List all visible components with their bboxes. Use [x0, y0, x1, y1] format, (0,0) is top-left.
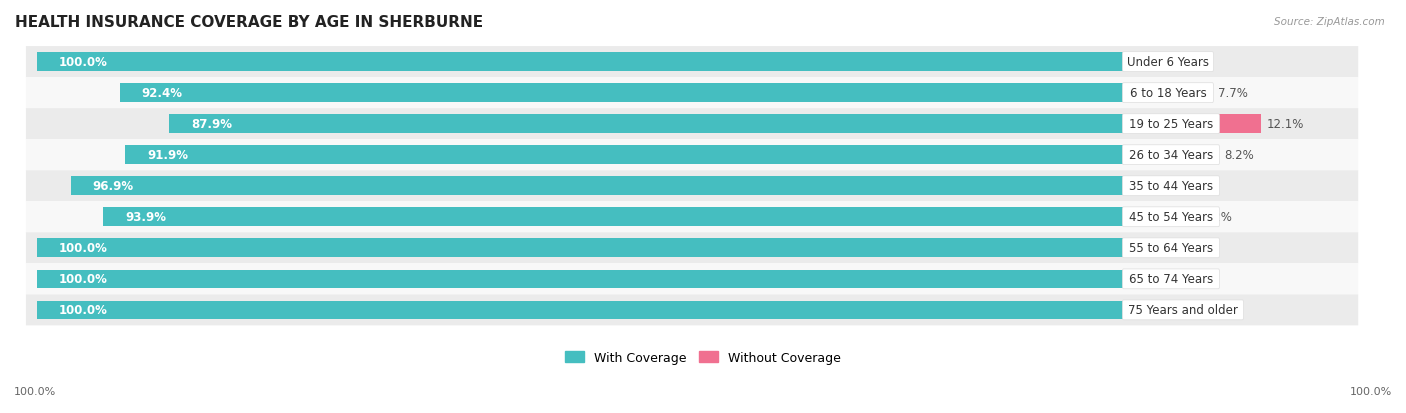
FancyBboxPatch shape [25, 233, 1358, 263]
FancyBboxPatch shape [1122, 269, 1219, 289]
Text: 100.0%: 100.0% [59, 56, 107, 69]
Bar [1129, 270, 1150, 288]
FancyBboxPatch shape [25, 47, 1358, 78]
Text: 0.0%: 0.0% [1156, 304, 1185, 317]
Text: 26 to 34 Years: 26 to 34 Years [1129, 149, 1213, 162]
Bar [37, 53, 1129, 72]
Bar [1129, 115, 1261, 134]
Bar [125, 146, 1129, 165]
Bar [1129, 208, 1197, 227]
Text: 93.9%: 93.9% [125, 211, 166, 224]
Text: 91.9%: 91.9% [148, 149, 188, 162]
Bar [1129, 146, 1219, 165]
FancyBboxPatch shape [1122, 207, 1219, 227]
Text: 45 to 54 Years: 45 to 54 Years [1129, 211, 1213, 224]
Text: 92.4%: 92.4% [142, 87, 183, 100]
Text: 35 to 44 Years: 35 to 44 Years [1129, 180, 1213, 193]
Text: 6.2%: 6.2% [1202, 211, 1232, 224]
Text: 12.1%: 12.1% [1267, 118, 1303, 131]
Text: 100.0%: 100.0% [14, 387, 56, 396]
Bar [37, 239, 1129, 257]
FancyBboxPatch shape [1122, 300, 1243, 320]
Text: 0.0%: 0.0% [1156, 242, 1185, 255]
Bar [1129, 301, 1150, 319]
Text: 87.9%: 87.9% [191, 118, 232, 131]
Text: 75 Years and older: 75 Years and older [1128, 304, 1237, 317]
FancyBboxPatch shape [25, 78, 1358, 109]
Text: 19 to 25 Years: 19 to 25 Years [1129, 118, 1213, 131]
FancyBboxPatch shape [1122, 52, 1213, 72]
Text: 100.0%: 100.0% [59, 242, 107, 255]
FancyBboxPatch shape [1122, 114, 1219, 134]
FancyBboxPatch shape [25, 140, 1358, 171]
Text: 0.0%: 0.0% [1156, 273, 1185, 286]
Bar [70, 177, 1129, 196]
FancyBboxPatch shape [1122, 238, 1219, 258]
FancyBboxPatch shape [25, 263, 1358, 294]
Bar [37, 301, 1129, 319]
Bar [169, 115, 1129, 134]
FancyBboxPatch shape [25, 171, 1358, 202]
Legend: With Coverage, Without Coverage: With Coverage, Without Coverage [561, 346, 845, 369]
Text: 96.9%: 96.9% [93, 180, 134, 193]
Bar [1129, 177, 1163, 196]
Text: 8.2%: 8.2% [1223, 149, 1254, 162]
FancyBboxPatch shape [25, 294, 1358, 325]
Bar [1129, 53, 1150, 72]
Text: 55 to 64 Years: 55 to 64 Years [1129, 242, 1213, 255]
Text: Source: ZipAtlas.com: Source: ZipAtlas.com [1274, 17, 1385, 26]
Text: 7.7%: 7.7% [1219, 87, 1249, 100]
FancyBboxPatch shape [25, 109, 1358, 140]
FancyBboxPatch shape [25, 202, 1358, 233]
Bar [37, 270, 1129, 288]
Text: 100.0%: 100.0% [1350, 387, 1392, 396]
FancyBboxPatch shape [1122, 145, 1219, 165]
Text: 100.0%: 100.0% [59, 304, 107, 317]
Text: 6 to 18 Years: 6 to 18 Years [1129, 87, 1206, 100]
Text: 0.0%: 0.0% [1156, 56, 1185, 69]
FancyBboxPatch shape [1122, 83, 1213, 103]
Text: Under 6 Years: Under 6 Years [1128, 56, 1209, 69]
Bar [120, 84, 1129, 103]
Text: HEALTH INSURANCE COVERAGE BY AGE IN SHERBURNE: HEALTH INSURANCE COVERAGE BY AGE IN SHER… [15, 15, 484, 30]
FancyBboxPatch shape [1122, 176, 1219, 196]
Bar [104, 208, 1129, 227]
Bar [1129, 239, 1150, 257]
Text: 3.1%: 3.1% [1168, 180, 1198, 193]
Bar [1129, 84, 1213, 103]
Text: 100.0%: 100.0% [59, 273, 107, 286]
Text: 65 to 74 Years: 65 to 74 Years [1129, 273, 1213, 286]
